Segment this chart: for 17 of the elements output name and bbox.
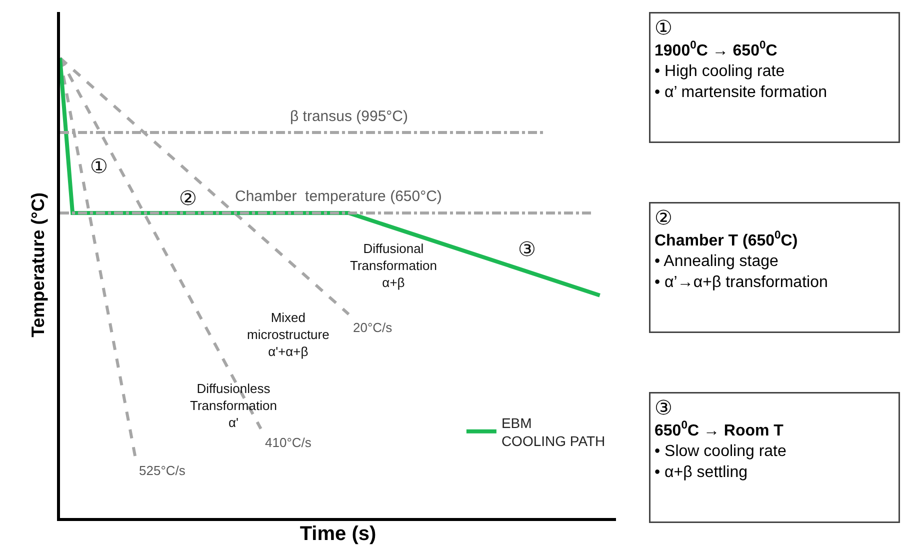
annotation: Diffusional Transformation α+β: [350, 241, 437, 290]
annotation: ③: [518, 239, 536, 261]
x-axis-title: Time (s): [300, 522, 376, 545]
annotation: ①: [90, 156, 108, 178]
text: ② Chamber T (650$^{0}$C) • Annealing stage • α’→α+β transformation: [654, 208, 828, 291]
annotation: Diffusionless Transformation α': [190, 381, 277, 430]
series-label: 20°C/s: [353, 320, 393, 335]
ref-line-label: β transus (995°C): [290, 108, 408, 125]
text: ① 1900$^{0}$C → 650$^{0}$C • High cooling rate • α’ martensite formation: [654, 18, 828, 101]
text: ③ 650$^{0}$C → Room T • Slow cooling rate • α+β settling: [654, 398, 786, 481]
annotation: ②: [179, 188, 197, 210]
annotation: Mixed microstructure α'+α+β: [247, 310, 330, 359]
series-label: 410°C/s: [265, 435, 312, 450]
y-axis-title: Temperature (°C): [28, 192, 48, 338]
series-label: 525°C/s: [139, 463, 186, 478]
legend-label: EBM COOLING PATH: [501, 414, 606, 449]
ref-line-label: Chamber temperature (650°C): [235, 188, 442, 205]
